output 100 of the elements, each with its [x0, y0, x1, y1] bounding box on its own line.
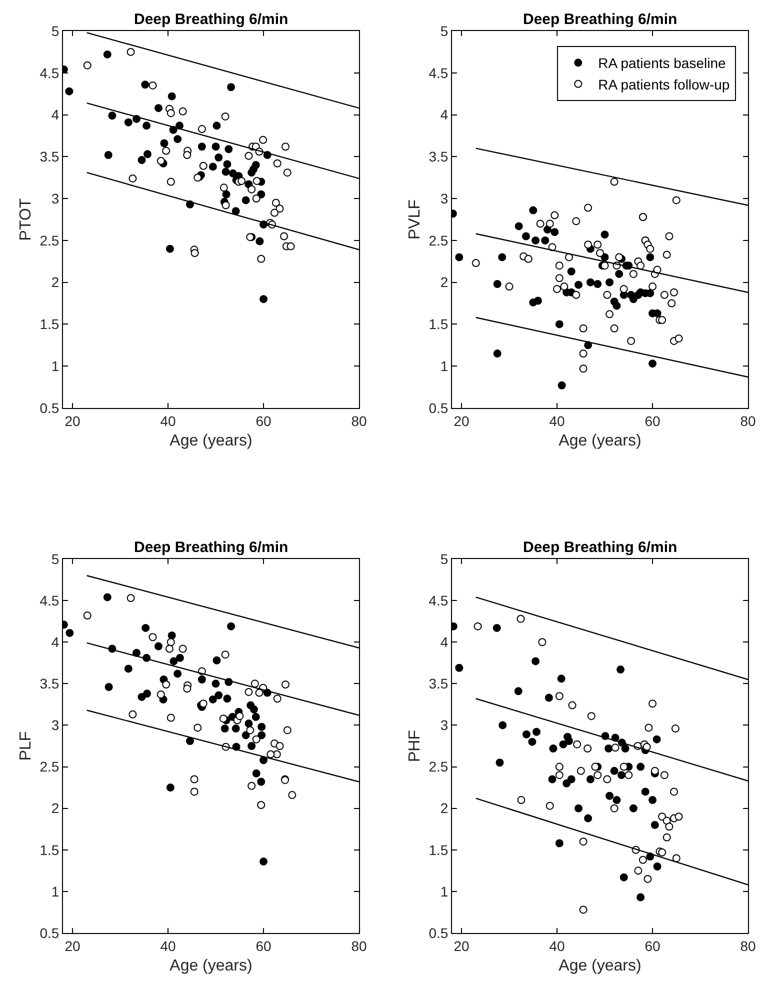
y-tick-label: 4.5 [40, 64, 60, 81]
x-tick-label: 40 [549, 938, 566, 954]
point [199, 700, 208, 708]
point [546, 802, 554, 810]
point [524, 254, 532, 263]
point [280, 232, 288, 240]
y-tick-label: 2 [440, 274, 448, 290]
point [555, 771, 564, 780]
point [674, 812, 683, 821]
point [132, 648, 141, 657]
x-axis-title: Age (years) [170, 958, 252, 974]
point [594, 240, 602, 249]
point [212, 680, 220, 688]
point [658, 848, 666, 856]
point [166, 109, 175, 118]
y-tick-label: 0.5 [40, 400, 60, 416]
point [288, 791, 296, 800]
point [273, 159, 282, 168]
x-tick-label: 40 [160, 412, 176, 429]
point [514, 687, 522, 696]
point [559, 740, 568, 748]
point [183, 684, 192, 693]
point [610, 766, 618, 775]
point [610, 324, 618, 332]
point [650, 820, 659, 829]
point [650, 766, 659, 775]
point [142, 624, 150, 632]
point [198, 676, 206, 684]
point [532, 657, 540, 666]
point [165, 644, 174, 653]
y-tick-label: 5 [440, 550, 448, 567]
point [242, 196, 250, 204]
point [227, 622, 236, 630]
x-tick-label: 20 [454, 412, 470, 429]
point [166, 714, 175, 722]
point [124, 664, 132, 673]
point [564, 737, 573, 746]
x-tick-label: 80 [351, 938, 367, 954]
y-tick-label: 2 [51, 800, 60, 816]
point [498, 253, 506, 262]
point [617, 771, 626, 780]
point [222, 190, 230, 198]
point [492, 624, 501, 632]
point [604, 744, 613, 752]
point [455, 664, 464, 672]
point [606, 792, 614, 800]
point [259, 136, 268, 144]
point [629, 804, 638, 812]
point [194, 724, 202, 732]
point [670, 288, 678, 296]
point [615, 270, 624, 278]
point [672, 196, 680, 204]
point [154, 104, 162, 112]
point [160, 139, 168, 148]
point [610, 178, 618, 186]
chart-title: Deep Breathing 6/min [523, 539, 678, 556]
point [281, 680, 290, 688]
point [660, 290, 668, 299]
point [529, 206, 538, 214]
point [154, 642, 162, 650]
y-tick-label: 3 [440, 717, 448, 734]
y-tick-label: 2.5 [40, 232, 60, 248]
point [214, 154, 223, 162]
point [103, 50, 112, 58]
point [258, 731, 266, 740]
x-tick-label: 60 [644, 412, 661, 429]
point [276, 742, 284, 750]
point [178, 644, 187, 653]
point [170, 657, 178, 666]
point [273, 694, 282, 703]
point [178, 107, 187, 116]
y-tick-label: 3 [51, 717, 60, 734]
point [138, 156, 146, 164]
y-tick-label: 4 [440, 106, 448, 123]
point [660, 771, 668, 780]
point [573, 740, 582, 748]
y-tick-label: 1.5 [40, 316, 60, 332]
point [252, 735, 260, 744]
point [536, 220, 544, 228]
point [222, 201, 230, 210]
y-tick-label: 4.5 [428, 64, 448, 81]
point [574, 280, 583, 289]
point [644, 874, 652, 883]
point [653, 862, 662, 871]
point [221, 112, 230, 120]
point [223, 160, 232, 168]
y-axis-title: PLF [18, 731, 35, 761]
point [166, 784, 174, 792]
point [144, 150, 152, 158]
point [257, 778, 266, 786]
point [516, 614, 525, 623]
point [162, 680, 170, 688]
y-tick-label: 0.5 [40, 924, 60, 941]
point [83, 612, 92, 620]
point [662, 250, 671, 259]
point [522, 232, 530, 240]
point [550, 228, 559, 236]
point [612, 302, 621, 310]
y-tick-label: 2.5 [40, 758, 60, 775]
point [555, 692, 564, 700]
